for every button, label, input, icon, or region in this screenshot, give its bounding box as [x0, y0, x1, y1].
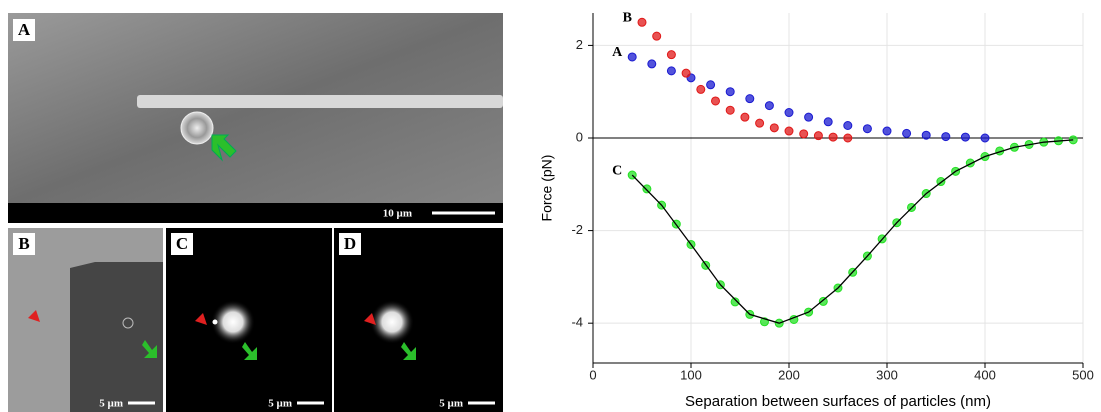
- point: [696, 84, 706, 94]
- x-tick-label: 400: [974, 367, 996, 382]
- y-tick-label: 2: [576, 37, 583, 52]
- point: [681, 68, 691, 78]
- series-label: A: [612, 45, 623, 60]
- point: [637, 17, 647, 27]
- scale-label: 5 µm: [439, 398, 463, 410]
- point: [725, 87, 735, 97]
- series-label: C: [612, 163, 622, 178]
- point: [804, 112, 814, 122]
- point: [862, 124, 872, 134]
- y-axis-label: Force (pN): [539, 155, 555, 222]
- point: [627, 52, 637, 62]
- fit-line: [631, 139, 1074, 324]
- point: [764, 101, 774, 111]
- panel-c: [166, 228, 332, 412]
- point: [730, 297, 740, 307]
- point: [823, 117, 833, 127]
- point: [828, 132, 838, 142]
- point: [666, 50, 676, 60]
- point: [843, 133, 853, 143]
- panel-a: [8, 13, 503, 223]
- x-tick-label: 500: [1072, 367, 1094, 382]
- panel-b: [8, 228, 163, 412]
- scale-label: 5 µm: [268, 398, 292, 410]
- point: [941, 132, 951, 142]
- point: [960, 132, 970, 142]
- point: [652, 31, 662, 41]
- point: [784, 108, 794, 118]
- panel-label: A: [18, 20, 31, 39]
- chart: Force (pN) Separation between surfaces o…: [539, 10, 1094, 409]
- y-tick-label: -2: [571, 222, 583, 237]
- point: [706, 80, 716, 90]
- point: [755, 118, 765, 128]
- point: [882, 126, 892, 136]
- point: [818, 296, 828, 306]
- panel-label: D: [344, 234, 356, 253]
- y-tick-label: 0: [576, 129, 583, 144]
- panel-label: B: [18, 234, 29, 253]
- point: [711, 96, 720, 106]
- point: [902, 128, 912, 138]
- point: [647, 59, 657, 69]
- x-tick-label: 300: [876, 367, 898, 382]
- point: [745, 94, 755, 104]
- series-label: B: [623, 10, 632, 25]
- scale-label: 10 µm: [383, 208, 412, 220]
- point: [980, 133, 990, 143]
- x-tick-label: 200: [778, 367, 800, 382]
- scale-label: 5 µm: [99, 398, 123, 410]
- point: [725, 105, 735, 115]
- point: [813, 131, 823, 141]
- x-tick-label: 0: [589, 367, 596, 382]
- point: [843, 121, 853, 130]
- point: [666, 66, 676, 76]
- point: [799, 129, 809, 139]
- y-tick-label: -4: [571, 315, 583, 330]
- point: [642, 184, 652, 194]
- point: [740, 112, 750, 122]
- panel-label: C: [176, 234, 188, 253]
- point: [784, 126, 794, 136]
- point: [769, 123, 779, 133]
- point: [921, 130, 931, 140]
- x-axis-label: Separation between surfaces of particles…: [685, 393, 991, 410]
- x-tick-label: 100: [680, 367, 702, 382]
- panel-d: [334, 228, 503, 412]
